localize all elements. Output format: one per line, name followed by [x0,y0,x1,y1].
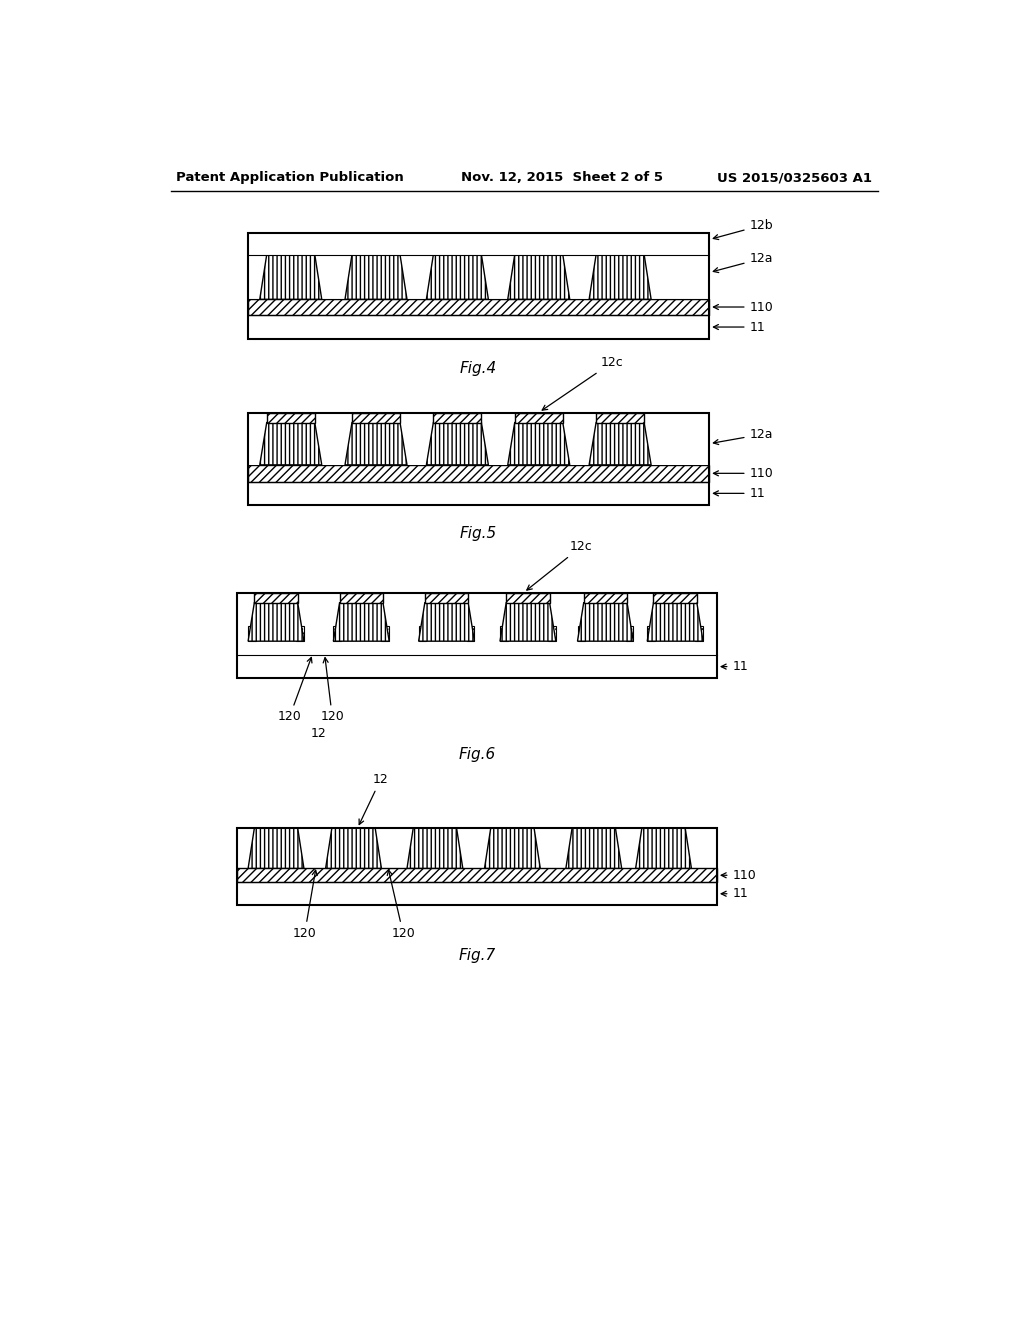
Polygon shape [426,422,488,465]
Bar [237,593,717,678]
Text: Patent Application Publication: Patent Application Publication [176,172,403,185]
Polygon shape [326,829,381,869]
Bar [548,626,556,642]
Polygon shape [345,422,407,465]
Bar [467,626,474,642]
Bar [340,593,383,603]
Polygon shape [419,603,474,642]
Text: 11: 11 [714,321,765,334]
Text: 12: 12 [359,774,388,825]
Text: 120: 120 [278,657,312,723]
Bar [237,869,717,882]
Text: Fig.4: Fig.4 [460,360,498,376]
Bar [248,413,710,506]
Bar [596,412,644,422]
Polygon shape [248,829,304,869]
Text: US 2015/0325603 A1: US 2015/0325603 A1 [717,172,872,185]
Bar [248,234,710,339]
Bar [506,593,550,603]
Text: 11: 11 [714,487,765,500]
Text: 110: 110 [721,869,757,882]
Polygon shape [407,829,463,869]
Bar [248,482,710,506]
Bar [515,412,563,422]
Text: Fig.7: Fig.7 [458,948,496,962]
Bar [248,626,256,642]
Polygon shape [260,255,322,300]
Text: 11: 11 [721,660,749,673]
Bar [381,626,389,642]
Bar [647,626,655,642]
Bar [248,447,710,465]
Polygon shape [508,255,569,300]
Polygon shape [260,422,322,465]
Bar [237,829,717,906]
Bar [248,300,710,314]
Text: 110: 110 [714,467,773,480]
Text: 12a: 12a [714,252,773,272]
Polygon shape [334,603,389,642]
Polygon shape [589,422,651,465]
Text: 12c: 12c [542,356,624,411]
Bar [248,465,710,482]
Bar [237,642,717,655]
Bar [500,626,508,642]
Text: 11: 11 [721,887,749,900]
Polygon shape [578,603,633,642]
Bar [248,234,710,300]
Polygon shape [647,603,703,642]
Text: 120: 120 [387,870,415,940]
Text: 12b: 12b [714,219,773,239]
Polygon shape [248,603,304,642]
Polygon shape [636,829,691,869]
Bar [254,593,298,603]
Text: 120: 120 [293,870,317,940]
Bar [584,593,627,603]
Polygon shape [500,603,556,642]
Text: Nov. 12, 2015  Sheet 2 of 5: Nov. 12, 2015 Sheet 2 of 5 [461,172,664,185]
Text: Fig.5: Fig.5 [460,527,498,541]
Bar [334,626,341,642]
Bar [626,626,633,642]
Bar [419,626,426,642]
Text: Fig.6: Fig.6 [458,747,496,763]
Bar [237,882,717,906]
Text: 12c: 12c [526,540,593,590]
Polygon shape [426,255,488,300]
Bar [695,626,703,642]
Bar [248,234,710,255]
Polygon shape [484,829,541,869]
Text: 110: 110 [714,301,773,314]
Polygon shape [345,255,407,300]
Bar [433,412,481,422]
Polygon shape [566,829,622,869]
Polygon shape [589,255,651,300]
Polygon shape [508,422,569,465]
Bar [425,593,468,603]
Bar [248,314,710,339]
Bar [578,626,586,642]
Text: 12a: 12a [714,428,773,445]
Bar [266,412,314,422]
Text: 12: 12 [310,727,327,741]
Bar [352,412,400,422]
Bar [237,655,717,678]
Bar [653,593,697,603]
Text: 120: 120 [321,657,344,723]
Bar [296,626,304,642]
